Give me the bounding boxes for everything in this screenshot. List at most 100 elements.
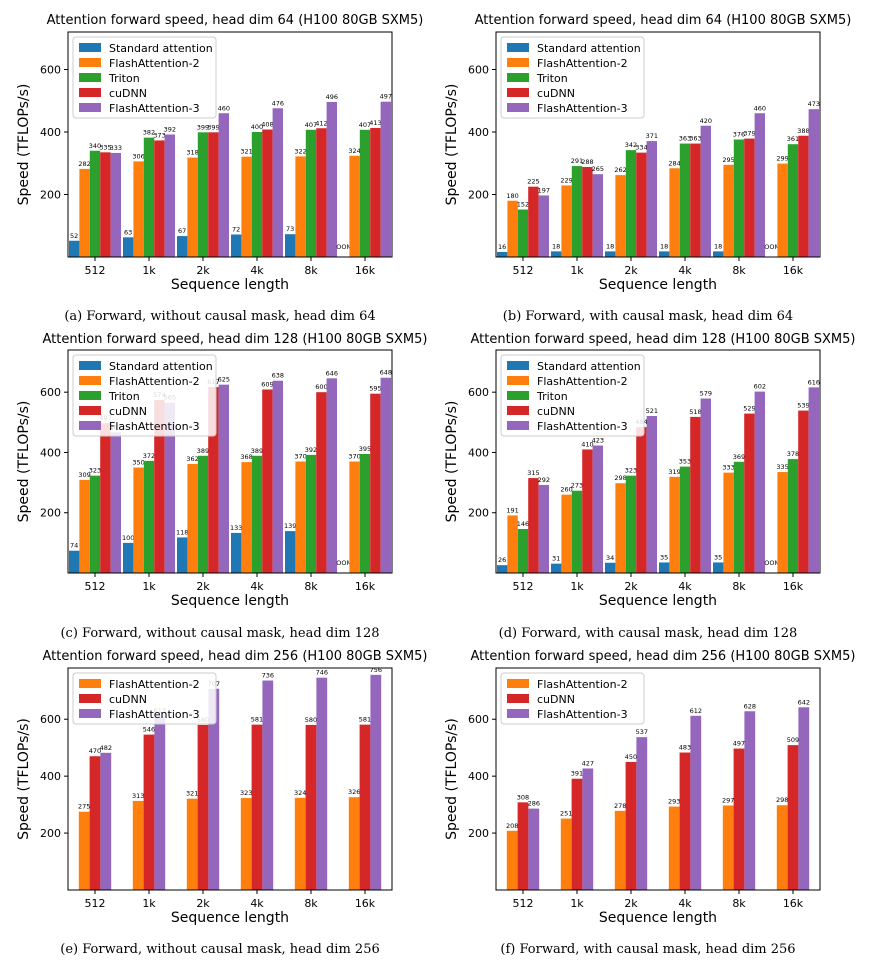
data-label: 376: [733, 131, 745, 139]
data-label: 321: [240, 148, 252, 156]
bar: [723, 164, 734, 257]
bar: [241, 156, 252, 257]
data-label: 518: [689, 408, 701, 416]
legend-label: cuDNN: [537, 693, 575, 706]
data-label: 602: [754, 383, 766, 391]
bar: [272, 380, 283, 573]
x-tick-label: 2k: [196, 264, 210, 277]
x-tick-label: 4k: [250, 897, 264, 910]
data-label: 746: [316, 669, 328, 677]
legend-swatch: [79, 73, 101, 82]
bar: [517, 209, 529, 257]
x-tick-label: 2k: [196, 580, 210, 593]
x-tick-label: 1k: [142, 580, 156, 593]
data-label: 74: [70, 542, 78, 550]
data-label: 72: [232, 226, 240, 234]
data-label: 67: [178, 227, 186, 235]
data-label: 326: [348, 788, 360, 796]
bar: [143, 734, 155, 890]
bar: [348, 797, 360, 890]
x-tick-label: 4k: [678, 580, 692, 593]
bar: [744, 138, 755, 257]
data-label: 16: [498, 243, 506, 251]
data-label: 225: [527, 178, 539, 186]
bar: [305, 129, 317, 257]
figure-caption: (b) Forward, with causal mask, head dim …: [503, 309, 793, 324]
data-label: 139: [284, 522, 296, 530]
data-label: 612: [690, 707, 702, 715]
legend-box: [72, 36, 217, 119]
data-label: 324: [348, 147, 360, 155]
data-label: 18: [552, 242, 560, 250]
bar: [359, 453, 371, 573]
data-label: 362: [186, 455, 198, 463]
data-label: 335: [99, 143, 111, 151]
figure-caption: (e) Forward, without causal mask, head d…: [60, 942, 379, 957]
bar: [713, 251, 724, 257]
legend-label: FlashAttention-3: [109, 420, 200, 433]
x-tick-label: 1k: [570, 897, 584, 910]
bar: [787, 144, 799, 257]
data-label: 100: [122, 534, 134, 542]
bar: [776, 805, 788, 890]
legend-label: FlashAttention-2: [109, 375, 200, 388]
bar: [507, 200, 518, 257]
bar: [605, 251, 616, 257]
data-label: 407: [305, 121, 317, 129]
x-tick-label: 8k: [732, 580, 746, 593]
legend-label: Triton: [108, 390, 140, 403]
legend-label: Triton: [536, 390, 568, 403]
bar: [123, 237, 134, 257]
x-tick-label: 1k: [570, 580, 584, 593]
figure-caption: (c) Forward, without causal mask, head d…: [60, 626, 379, 641]
bar: [100, 752, 112, 890]
bar: [528, 186, 539, 257]
legend-label: Standard attention: [537, 42, 641, 55]
data-label: 373: [153, 131, 165, 139]
data-label: 529: [743, 405, 755, 413]
legend-swatch: [79, 88, 101, 97]
bar: [305, 724, 317, 890]
data-label: 31: [552, 555, 560, 563]
oom-label: OOM: [336, 243, 352, 251]
legend-swatch: [79, 361, 101, 370]
data-label: 26: [498, 556, 506, 564]
data-label: 648: [380, 369, 392, 377]
data-label: 756: [370, 666, 382, 674]
data-label: 546: [143, 726, 155, 734]
bar: [592, 174, 603, 257]
bar: [316, 677, 328, 890]
bar: [294, 797, 306, 890]
x-tick-label: 8k: [732, 264, 746, 277]
bar: [659, 562, 670, 573]
bar: [110, 432, 121, 573]
data-label: 400: [251, 123, 263, 131]
bar: [506, 830, 518, 890]
bar: [262, 129, 273, 257]
data-label: 333: [110, 144, 122, 152]
y-tick-label: 200: [468, 827, 489, 840]
data-label: 460: [218, 104, 230, 112]
bar: [497, 565, 508, 573]
data-label: 293: [668, 798, 680, 806]
chart-panel-b: Attention forward speed, head dim 64 (H1…: [444, 13, 851, 324]
chart-title: Attention forward speed, head dim 64 (H1…: [47, 13, 424, 28]
bar: [177, 236, 188, 257]
bar: [154, 715, 166, 890]
bar: [133, 467, 144, 573]
bar: [582, 449, 593, 573]
x-tick-label: 512: [513, 897, 534, 910]
data-label: 323: [240, 789, 252, 797]
bar: [722, 805, 734, 890]
bar: [326, 102, 337, 257]
data-label: 333: [722, 464, 734, 472]
data-label: 146: [517, 520, 529, 528]
data-label: 600: [315, 383, 327, 391]
bar: [713, 562, 724, 573]
bar: [646, 141, 657, 257]
bar: [231, 234, 242, 257]
data-label: 18: [660, 242, 668, 250]
bar: [272, 108, 283, 257]
y-axis-label: Speed (TFLOPs/s): [444, 84, 460, 206]
chart-title: Attention forward speed, head dim 256 (H…: [42, 649, 427, 664]
